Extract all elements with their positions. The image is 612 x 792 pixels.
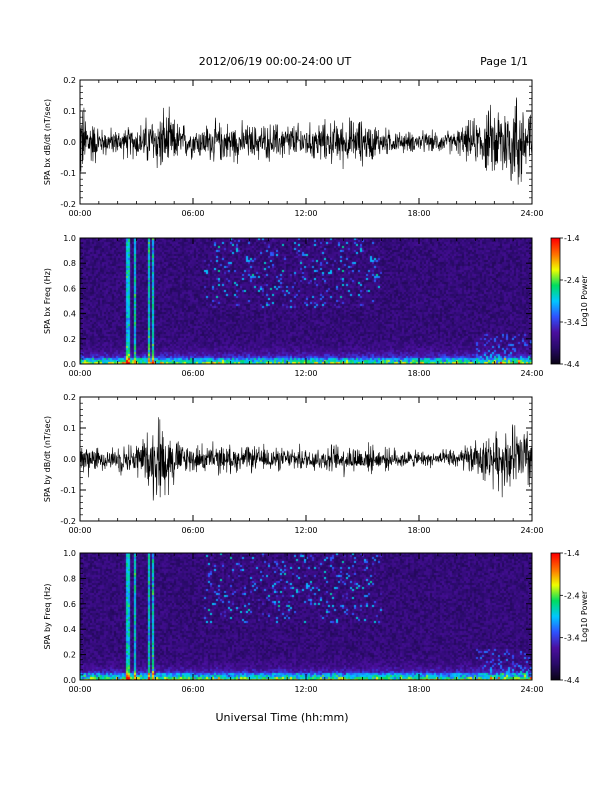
by-time-series-y-axis-label: SPA by dB/dt (nT/sec) <box>43 416 52 502</box>
by-time-series-x-tick-label: 12:00 <box>294 526 317 535</box>
by-time-series-y-tick-label: 0.1 <box>63 424 76 433</box>
by-spectrogram-y-tick-label: 0.0 <box>63 676 76 685</box>
bx-time-series-trace <box>80 97 532 185</box>
by-spectrogram-x-tick-label: 18:00 <box>407 685 430 694</box>
bx-time-series-y-axis-label: SPA bx dB/dt (nT/sec) <box>43 99 52 185</box>
by-spectrogram-colorbar-tick-label: -2.4 <box>564 591 580 600</box>
by-time-series-trace <box>80 417 532 501</box>
bx-spectrogram-y-tick-label: 0.6 <box>63 284 76 293</box>
bx-spectrogram-colorbar-frame <box>550 237 561 365</box>
by-time-series-y-tick-label: -0.2 <box>60 517 76 526</box>
by-spectrogram-y-tick-label: 0.4 <box>63 625 76 634</box>
bx-time-series-x-tick-label: 18:00 <box>407 209 430 218</box>
by-spectrogram-colorbar <box>551 553 560 680</box>
by-spectrogram-colorbar-label: Log10 Power <box>580 590 589 642</box>
page-number: Page 1/1 <box>480 55 528 68</box>
bx-time-series-y-tick-label: 0.2 <box>63 76 76 85</box>
bx-spectrogram-colorbar-label: Log10 Power <box>580 275 589 327</box>
bx-time-series-x-tick-label: 24:00 <box>520 209 543 218</box>
by-spectrogram: 00:00 06:00 12:00 18:00 24:00 0.0 0.2 0.4 0.6 0.8… <box>43 549 589 694</box>
by-spectrogram-colorbar-tick-label: -4.4 <box>564 676 580 685</box>
panels: 00:00 06:00 12:00 18:00 24:00 -0.2 -0.1 0.0 0.1 0… <box>43 76 589 694</box>
bx-spectrogram-x-tick-label: 06:00 <box>181 369 204 378</box>
by-time-series: 00:00 06:00 12:00 18:00 24:00 -0.2 -0.1 0.0 0.1 0… <box>43 393 544 535</box>
bx-spectrogram-y-tick-label: 1.0 <box>63 234 76 243</box>
by-spectrogram-y-tick-label: 0.6 <box>63 600 76 609</box>
bx-time-series-y-tick-label: -0.2 <box>60 200 76 209</box>
by-spectrogram-x-tick-label: 00:00 <box>68 685 91 694</box>
bx-time-series-y-tick-label: 0.0 <box>63 138 76 147</box>
by-time-series-y-tick-label: 0.2 <box>63 393 76 402</box>
by-spectrogram-y-tick-label: 0.2 <box>63 651 76 660</box>
bx-spectrogram-y-tick-label: 0.8 <box>63 259 76 268</box>
bx-spectrogram-colorbar-tick-label: -4.4 <box>564 360 580 369</box>
bx-spectrogram-y-tick-label: 0.2 <box>63 335 76 344</box>
by-time-series-y-tick-label: 0.0 <box>63 455 76 464</box>
bx-spectrogram-x-tick-label: 24:00 <box>520 369 543 378</box>
by-spectrogram-colorbar-frame <box>550 552 561 681</box>
bx-spectrogram: 00:00 06:00 12:00 18:00 24:00 0.0 0.2 0.4 0.6 0.8… <box>43 234 589 378</box>
by-spectrogram-heatmap-image <box>80 553 532 680</box>
bx-spectrogram-y-tick-label: 0.0 <box>63 360 76 369</box>
by-time-series-y-tick-label: -0.1 <box>60 486 76 495</box>
bx-spectrogram-x-tick-label: 12:00 <box>294 369 317 378</box>
by-spectrogram-colorbar-tick-label: -1.4 <box>564 549 580 558</box>
date-range-title: 2012/06/19 00:00-24:00 UT <box>199 55 352 68</box>
by-spectrogram-x-tick-label: 12:00 <box>294 685 317 694</box>
bx-spectrogram-x-tick-label: 00:00 <box>68 369 91 378</box>
bx-spectrogram-colorbar-tick-label: -2.4 <box>564 276 580 285</box>
by-time-series-x-tick-label: 00:00 <box>68 526 91 535</box>
bx-time-series-y-tick-label: -0.1 <box>60 169 76 178</box>
by-time-series-x-tick-label: 06:00 <box>181 526 204 535</box>
by-spectrogram-colorbar-tick-label: -3.4 <box>564 634 580 643</box>
x-axis-label: Universal Time (hh:mm) <box>216 711 349 724</box>
by-time-series-x-tick-label: 24:00 <box>520 526 543 535</box>
by-time-series-x-tick-label: 18:00 <box>407 526 430 535</box>
bx-spectrogram-x-tick-label: 18:00 <box>407 369 430 378</box>
bx-spectrogram-heatmap-image <box>80 238 532 364</box>
bx-spectrogram-colorbar <box>551 238 560 364</box>
bx-spectrogram-colorbar-tick-label: -3.4 <box>564 318 580 327</box>
bx-spectrogram-y-tick-label: 0.4 <box>63 310 76 319</box>
bx-spectrogram-y-axis-label: SPA bx Freq (Hz) <box>43 268 52 334</box>
bx-spectrogram-colorbar-tick-label: -1.4 <box>564 234 580 243</box>
by-spectrogram-y-axis-label: SPA by Freq (Hz) <box>43 584 52 650</box>
by-spectrogram-y-tick-label: 0.8 <box>63 574 76 583</box>
bx-time-series-y-tick-label: 0.1 <box>63 107 76 116</box>
bx-time-series-x-tick-label: 06:00 <box>181 209 204 218</box>
bx-time-series: 00:00 06:00 12:00 18:00 24:00 -0.2 -0.1 0.0 0.1 0… <box>43 76 544 218</box>
bx-time-series-x-tick-label: 00:00 <box>68 209 91 218</box>
bx-time-series-x-tick-label: 12:00 <box>294 209 317 218</box>
by-spectrogram-x-tick-label: 24:00 <box>520 685 543 694</box>
by-spectrogram-x-tick-label: 06:00 <box>181 685 204 694</box>
by-spectrogram-y-tick-label: 1.0 <box>63 549 76 558</box>
